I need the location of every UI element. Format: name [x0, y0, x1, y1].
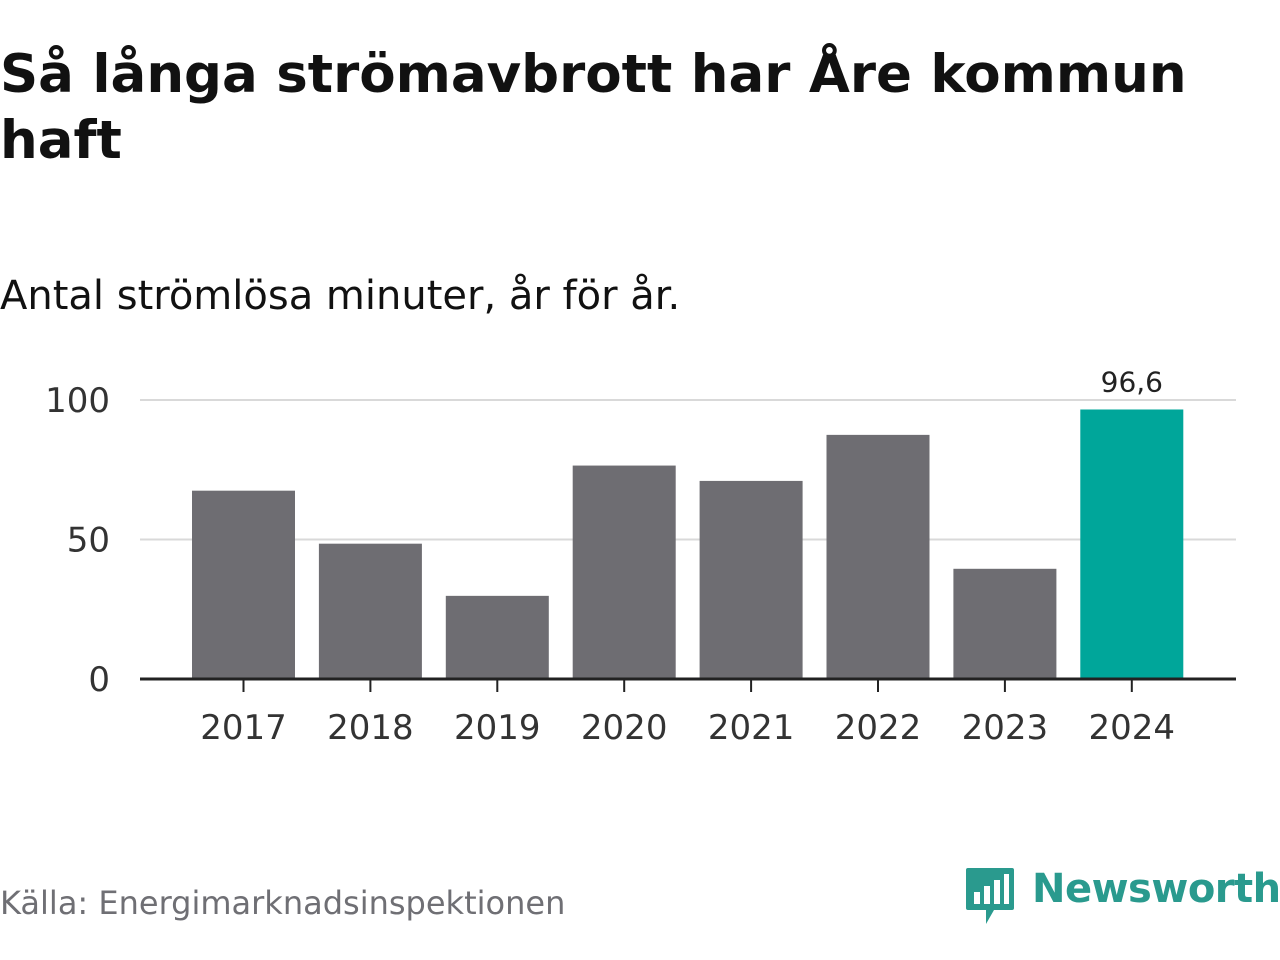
x-tick-label: 2020	[581, 708, 668, 748]
newsworthy-logo: Newsworthy	[964, 864, 1280, 930]
bar-2018	[318, 543, 422, 679]
x-tick-label: 2021	[708, 708, 795, 748]
y-tick-label: 0	[88, 660, 110, 700]
x-tick-label: 2024	[1089, 708, 1176, 748]
bar-2019	[445, 595, 549, 679]
x-tick-label: 2017	[200, 708, 287, 748]
bar-2022	[826, 434, 930, 679]
bar-2021	[699, 480, 803, 679]
x-tick-label: 2019	[454, 708, 541, 748]
y-tick-label: 100	[45, 381, 110, 421]
x-tick-label: 2023	[962, 708, 1049, 748]
bar-2020	[572, 465, 676, 679]
bar-2017	[192, 490, 295, 679]
bar-chart: 0 50 100 2017 2018 2019 2020 2021 2022 2023 2024 96…	[45, 365, 1236, 748]
bar-chart-speech-bubble-icon	[966, 868, 1014, 924]
source-note: Källa: Energimarknadsinspektionen	[0, 884, 566, 922]
bar-2023	[953, 568, 1057, 679]
y-tick-label: 50	[67, 521, 110, 561]
x-tick-label: 2018	[327, 708, 414, 748]
chart-subtitle: Antal strömlösa minuter, år för år.	[0, 273, 681, 319]
chart-title: Så långa strömavbrott har Åre kommun haf…	[0, 44, 1187, 171]
logo-text: Newsworthy	[1032, 866, 1280, 912]
x-tick-label: 2022	[835, 708, 922, 748]
value-label: 96,6	[1101, 365, 1163, 398]
bar-2024	[1080, 409, 1184, 679]
